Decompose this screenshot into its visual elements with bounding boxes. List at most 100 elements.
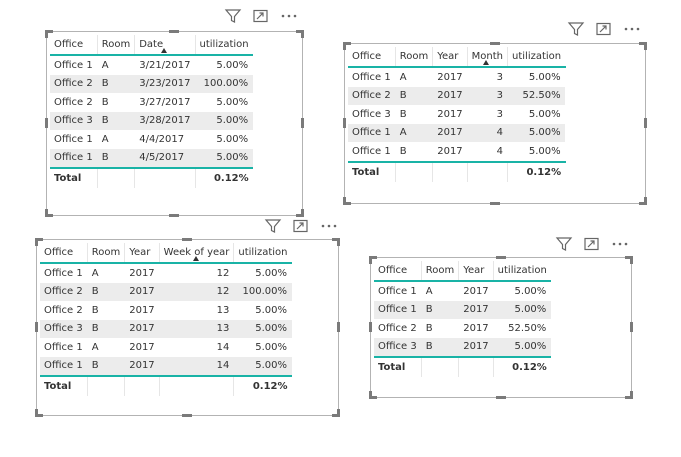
table-visual-week[interactable]: Office Room Year Week of year utilization Off… bbox=[35, 238, 340, 417]
resize-handle[interactable] bbox=[343, 42, 351, 45]
resize-handle[interactable] bbox=[35, 409, 38, 417]
resize-handle[interactable] bbox=[337, 238, 340, 246]
resize-handle[interactable] bbox=[639, 42, 647, 45]
table-visual-year[interactable]: Office Room Year utilization Office 1 A 2017 5.… bbox=[369, 256, 633, 399]
resize-handle[interactable] bbox=[625, 396, 633, 399]
table-row[interactable]: Office 2 B 3/27/2017 5.00% bbox=[50, 93, 253, 112]
column-header[interactable]: Month bbox=[467, 47, 509, 68]
more-options-icon[interactable] bbox=[611, 237, 629, 251]
resize-handle[interactable] bbox=[332, 414, 340, 417]
column-header[interactable]: Office bbox=[40, 243, 88, 264]
column-header[interactable]: utilization bbox=[195, 35, 253, 56]
table-row[interactable]: Office 1 A 3/21/2017 5.00% bbox=[50, 55, 253, 75]
column-header[interactable]: utilization bbox=[233, 243, 292, 264]
table-visual-date[interactable]: Office Room Date utilization Office 1 A 3/21/2… bbox=[45, 30, 304, 217]
focus-mode-icon[interactable] bbox=[252, 9, 270, 23]
resize-handle[interactable] bbox=[639, 202, 647, 205]
table-row[interactable]: Office 1 A 2017 5.00% bbox=[374, 281, 551, 301]
resize-handle[interactable] bbox=[35, 414, 43, 417]
resize-handle[interactable] bbox=[630, 256, 633, 264]
table-row[interactable]: Office 1 A 2017 14 5.00% bbox=[40, 338, 292, 357]
table-row[interactable]: Office 1 A 2017 3 5.00% bbox=[348, 67, 565, 87]
resize-handle[interactable] bbox=[369, 396, 377, 399]
resize-handle[interactable] bbox=[45, 214, 53, 217]
table-row[interactable]: Office 2 B 2017 13 5.00% bbox=[40, 301, 292, 320]
table-row[interactable]: Office 1 B 2017 14 5.00% bbox=[40, 356, 292, 376]
resize-handle[interactable] bbox=[337, 409, 340, 417]
column-header[interactable]: Room bbox=[97, 35, 136, 56]
resize-handle[interactable] bbox=[35, 238, 38, 246]
focus-mode-icon[interactable] bbox=[595, 22, 613, 36]
column-header[interactable]: Room bbox=[395, 47, 434, 68]
column-header[interactable]: utilization bbox=[507, 47, 566, 68]
resize-handle[interactable] bbox=[490, 42, 500, 45]
column-header[interactable]: Year bbox=[458, 261, 494, 282]
table-row[interactable]: Office 1 B 2017 4 5.00% bbox=[348, 142, 565, 162]
resize-handle[interactable] bbox=[45, 209, 48, 217]
column-header[interactable]: Date bbox=[134, 35, 196, 56]
more-options-icon[interactable] bbox=[623, 22, 641, 36]
resize-handle[interactable] bbox=[301, 30, 304, 38]
table-row[interactable]: Office 1 B 2017 5.00% bbox=[374, 300, 551, 319]
focus-mode-icon[interactable] bbox=[583, 237, 601, 251]
column-header[interactable]: Office bbox=[50, 35, 98, 56]
column-header[interactable]: Office bbox=[374, 261, 422, 282]
resize-handle[interactable] bbox=[630, 391, 633, 399]
table-row[interactable]: Office 2 B 3/23/2017 100.00% bbox=[50, 74, 253, 93]
table-row[interactable]: Office 3 B 2017 3 5.00% bbox=[348, 105, 565, 124]
resize-handle[interactable] bbox=[301, 209, 304, 217]
resize-handle[interactable] bbox=[630, 322, 633, 332]
table-row[interactable]: Office 1 B 4/5/2017 5.00% bbox=[50, 148, 253, 168]
resize-handle[interactable] bbox=[296, 214, 304, 217]
resize-handle[interactable] bbox=[343, 118, 346, 128]
resize-handle[interactable] bbox=[296, 30, 304, 33]
resize-handle[interactable] bbox=[169, 30, 179, 33]
resize-handle[interactable] bbox=[182, 238, 192, 241]
table-row[interactable]: Office 2 B 2017 52.50% bbox=[374, 319, 551, 338]
table-row[interactable]: Office 2 B 2017 12 100.00% bbox=[40, 282, 292, 301]
filter-icon[interactable] bbox=[264, 219, 282, 233]
resize-handle[interactable] bbox=[369, 391, 372, 399]
resize-handle[interactable] bbox=[644, 197, 647, 205]
column-header[interactable]: Room bbox=[87, 243, 126, 264]
table-row[interactable]: Office 1 A 4/4/2017 5.00% bbox=[50, 130, 253, 149]
resize-handle[interactable] bbox=[644, 118, 647, 128]
resize-handle[interactable] bbox=[301, 118, 304, 128]
table-row[interactable]: Office 1 A 2017 12 5.00% bbox=[40, 263, 292, 283]
table-row[interactable]: Office 3 B 3/28/2017 5.00% bbox=[50, 111, 253, 130]
filter-icon[interactable] bbox=[567, 22, 585, 36]
resize-handle[interactable] bbox=[625, 256, 633, 259]
table-row[interactable]: Office 3 B 2017 13 5.00% bbox=[40, 319, 292, 338]
resize-handle[interactable] bbox=[496, 396, 506, 399]
resize-handle[interactable] bbox=[369, 256, 372, 264]
column-header[interactable]: Room bbox=[421, 261, 460, 282]
focus-mode-icon[interactable] bbox=[292, 219, 310, 233]
resize-handle[interactable] bbox=[644, 42, 647, 50]
filter-icon[interactable] bbox=[555, 237, 573, 251]
column-header[interactable]: Year bbox=[432, 47, 468, 68]
resize-handle[interactable] bbox=[369, 256, 377, 259]
resize-handle[interactable] bbox=[337, 322, 340, 332]
table-row[interactable]: Office 1 A 2017 4 5.00% bbox=[348, 123, 566, 142]
resize-handle[interactable] bbox=[343, 197, 346, 205]
resize-handle[interactable] bbox=[45, 30, 48, 38]
filter-icon[interactable] bbox=[224, 9, 242, 23]
column-header[interactable]: Year bbox=[124, 243, 160, 264]
column-header[interactable]: Office bbox=[348, 47, 396, 68]
column-header[interactable]: utilization bbox=[493, 261, 551, 282]
resize-handle[interactable] bbox=[332, 238, 340, 241]
resize-handle[interactable] bbox=[35, 238, 43, 241]
table-row[interactable]: Office 3 B 2017 5.00% bbox=[374, 337, 551, 357]
resize-handle[interactable] bbox=[182, 414, 192, 417]
resize-handle[interactable] bbox=[45, 30, 53, 33]
resize-handle[interactable] bbox=[343, 202, 351, 205]
resize-handle[interactable] bbox=[169, 214, 179, 217]
more-options-icon[interactable] bbox=[280, 9, 298, 23]
column-header[interactable]: Week of year bbox=[159, 243, 235, 264]
resize-handle[interactable] bbox=[35, 322, 38, 332]
resize-handle[interactable] bbox=[45, 118, 48, 128]
resize-handle[interactable] bbox=[343, 42, 346, 50]
more-options-icon[interactable] bbox=[320, 219, 338, 233]
table-row[interactable]: Office 2 B 2017 3 52.50% bbox=[348, 86, 566, 105]
